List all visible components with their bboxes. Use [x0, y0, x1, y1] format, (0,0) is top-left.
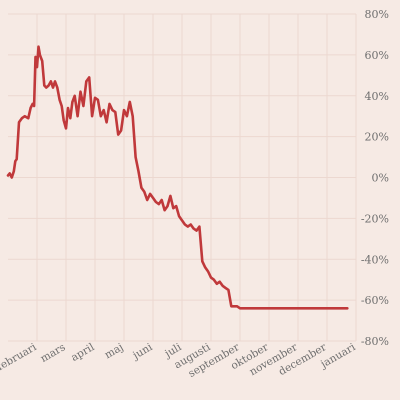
x-tick-label: mars — [38, 341, 67, 365]
y-tick-label: 60% — [365, 49, 389, 62]
series-line — [6, 45, 349, 310]
x-tick-label: april — [69, 341, 97, 364]
y-tick-label: 40% — [365, 90, 389, 103]
grid — [8, 13, 357, 342]
y-tick-label: 20% — [365, 131, 389, 144]
y-tick-label: -40% — [361, 253, 389, 266]
y-tick-label: 80% — [365, 8, 389, 21]
x-tick-label: maj — [103, 341, 126, 361]
y-tick-label: 0% — [372, 172, 389, 185]
y-tick-label: -80% — [361, 335, 389, 348]
series — [6, 45, 349, 310]
y-tick-label: -20% — [361, 212, 389, 225]
x-tick-label: februari — [0, 341, 39, 373]
y-tick-label: -60% — [361, 294, 389, 307]
y-axis-ticks: 80% 60% 40% 20% 0% -20% -40% -60% -80% — [361, 8, 389, 348]
x-axis-ticks: februari mars april maj juni juliaugustisepte… — [0, 341, 358, 380]
x-tick-label: juni — [129, 341, 155, 363]
